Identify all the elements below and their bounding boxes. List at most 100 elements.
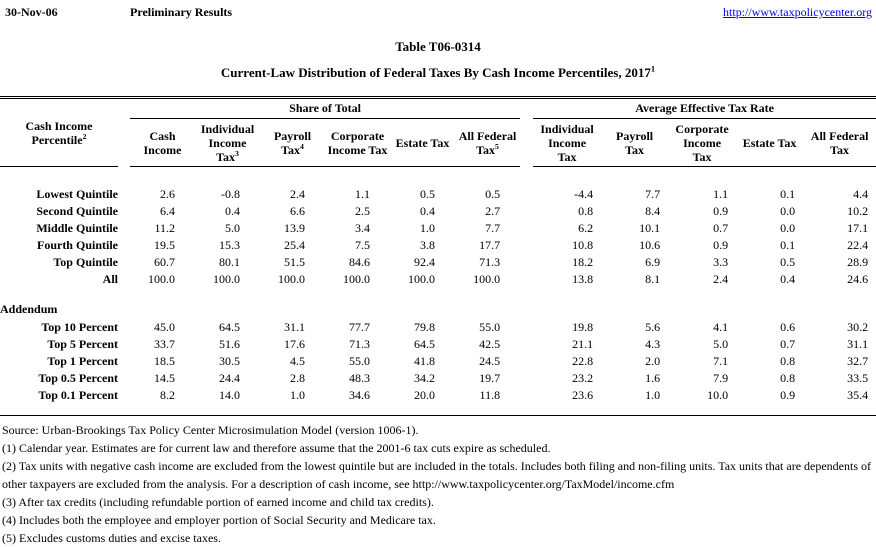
table-row: All 100.0 100.0 100.0 100.0 100.0 100.0 13.8 8.1… (0, 271, 876, 288)
value-cell: 13.9 (284, 220, 305, 235)
value-cell: 1.1 (713, 186, 729, 201)
taxpolicycenter-link[interactable]: http://www.taxpolicycenter.org (723, 5, 872, 19)
value-cell: 92.4 (414, 254, 435, 269)
value-cell: 0.8 (780, 353, 796, 368)
value-cell: 79.8 (414, 319, 435, 334)
footnote: (5) Excludes customs duties and excise t… (2, 531, 221, 545)
value-cell: 0.9 (713, 203, 729, 218)
value-cell: 17.1 (847, 220, 869, 235)
value-cell: 100.0 (278, 271, 305, 286)
table-title: Current-Law Distribution of Federal Taxe… (0, 63, 876, 81)
column-gap (118, 336, 130, 353)
value-cell: 100.0 (148, 271, 175, 286)
footnotes: Source: Urban-Brookings Tax Policy Cente… (0, 421, 876, 547)
value-cell: 23.6 (572, 387, 594, 402)
value-cell: 22.4 (847, 237, 869, 252)
value-cell: 100.0 (343, 271, 370, 286)
value-cell: 10.2 (847, 203, 869, 218)
value-cell: -0.8 (221, 186, 240, 201)
value-cell: 0.5 (780, 254, 796, 269)
value-cell: 0.0 (780, 220, 796, 235)
value-cell: 0.4 (225, 203, 240, 218)
value-cell: 8.2 (160, 387, 175, 402)
value-cell: 1.0 (645, 387, 661, 402)
value-cell: 34.6 (349, 387, 370, 402)
value-cell: 0.0 (780, 203, 796, 218)
column-gap (520, 387, 533, 404)
value-cell: 31.1 (847, 336, 869, 351)
value-cell: 71.3 (349, 336, 370, 351)
value-cell: 0.7 (713, 220, 729, 235)
value-cell: 51.5 (284, 254, 305, 269)
column-header-text: Corporate Income Tax (675, 121, 729, 164)
table-row: Top 5 Percent 33.7 51.6 17.6 71.3 64.5 42.5 21.… (0, 336, 876, 353)
column-header: Individual Income Tax (533, 118, 602, 167)
distribution-table: Cash Income Percentile2 Share of Total A… (0, 96, 876, 416)
column-gap (520, 353, 533, 370)
column-header: Payroll Tax (601, 118, 669, 167)
value-cell: 33.7 (154, 336, 175, 351)
column-header-text: Estate Tax (742, 135, 797, 150)
value-cell: 30.2 (847, 319, 869, 334)
addendum-label: Addendum (0, 302, 58, 316)
column-gap (520, 220, 533, 237)
column-header: Corporate Income Tax (668, 118, 737, 167)
value-cell: 64.5 (219, 319, 240, 334)
value-cell: 23.2 (572, 370, 594, 385)
value-cell: 2.6 (160, 186, 175, 201)
value-cell: 21.1 (572, 336, 594, 351)
column-gap (520, 98, 533, 167)
value-cell: 6.6 (290, 203, 305, 218)
group-header-share-of-total: Share of Total (130, 97, 521, 119)
row-header-cash-income-percentile: Cash Income Percentile2 (0, 97, 118, 167)
column-header: Cash Income (130, 118, 195, 167)
value-cell: 35.4 (847, 387, 869, 402)
value-cell: 80.1 (219, 254, 240, 269)
value-cell: 5.6 (645, 319, 661, 334)
row-label: Fourth Quintile (36, 237, 118, 252)
value-cell: 10.6 (639, 237, 661, 252)
column-gap (520, 254, 533, 271)
value-cell: 42.5 (479, 336, 501, 351)
value-cell: 25.4 (284, 237, 305, 252)
value-cell: 18.2 (572, 254, 594, 269)
table-row: Middle Quintile 11.2 5.0 13.9 3.4 1.0 7.7 6.2 10… (0, 220, 876, 237)
value-cell: 3.3 (713, 254, 729, 269)
column-gap (118, 319, 130, 336)
value-cell: -4.4 (574, 186, 594, 201)
column-gap (118, 220, 130, 237)
column-header-text: Individual Income Tax (200, 121, 255, 164)
column-gap (520, 186, 533, 203)
value-cell: 0.7 (780, 336, 796, 351)
addendum-section-row: Addendum (0, 301, 876, 319)
row-label: All (102, 271, 118, 286)
value-cell: 0.4 (780, 271, 796, 286)
value-cell: 15.3 (219, 237, 240, 252)
value-cell: 7.1 (713, 353, 729, 368)
value-cell: 100.0 (473, 271, 501, 286)
top-bar: 30-Nov-06 Preliminary Results http://www… (0, 0, 876, 20)
value-cell: 4.1 (713, 319, 729, 334)
value-cell: 3.8 (420, 237, 435, 252)
table-title-footnote-ref: 1 (650, 63, 656, 74)
value-cell: 100.0 (408, 271, 435, 286)
column-header: Estate Tax (390, 118, 455, 167)
value-cell: 14.5 (154, 370, 175, 385)
column-header: Estate Tax (736, 118, 804, 167)
value-cell: 0.4 (420, 203, 435, 218)
value-cell: 60.7 (154, 254, 175, 269)
value-cell: 17.6 (284, 336, 305, 351)
value-cell: 31.1 (284, 319, 305, 334)
value-cell: 1.0 (420, 220, 435, 235)
column-gap (118, 237, 130, 254)
table-row: Top Quintile 60.7 80.1 51.5 84.6 92.4 71.3 18.2… (0, 254, 876, 271)
value-cell: 18.5 (154, 353, 175, 368)
column-gap (118, 387, 130, 404)
table-row: Fourth Quintile 19.5 15.3 25.4 7.5 3.8 17.7 10.… (0, 237, 876, 254)
value-cell: 48.3 (349, 370, 370, 385)
value-cell: 5.0 (713, 336, 729, 351)
row-label: Lowest Quintile (36, 186, 118, 201)
value-cell: 2.8 (290, 370, 305, 385)
column-gap (520, 203, 533, 220)
value-cell: 100.0 (213, 271, 240, 286)
